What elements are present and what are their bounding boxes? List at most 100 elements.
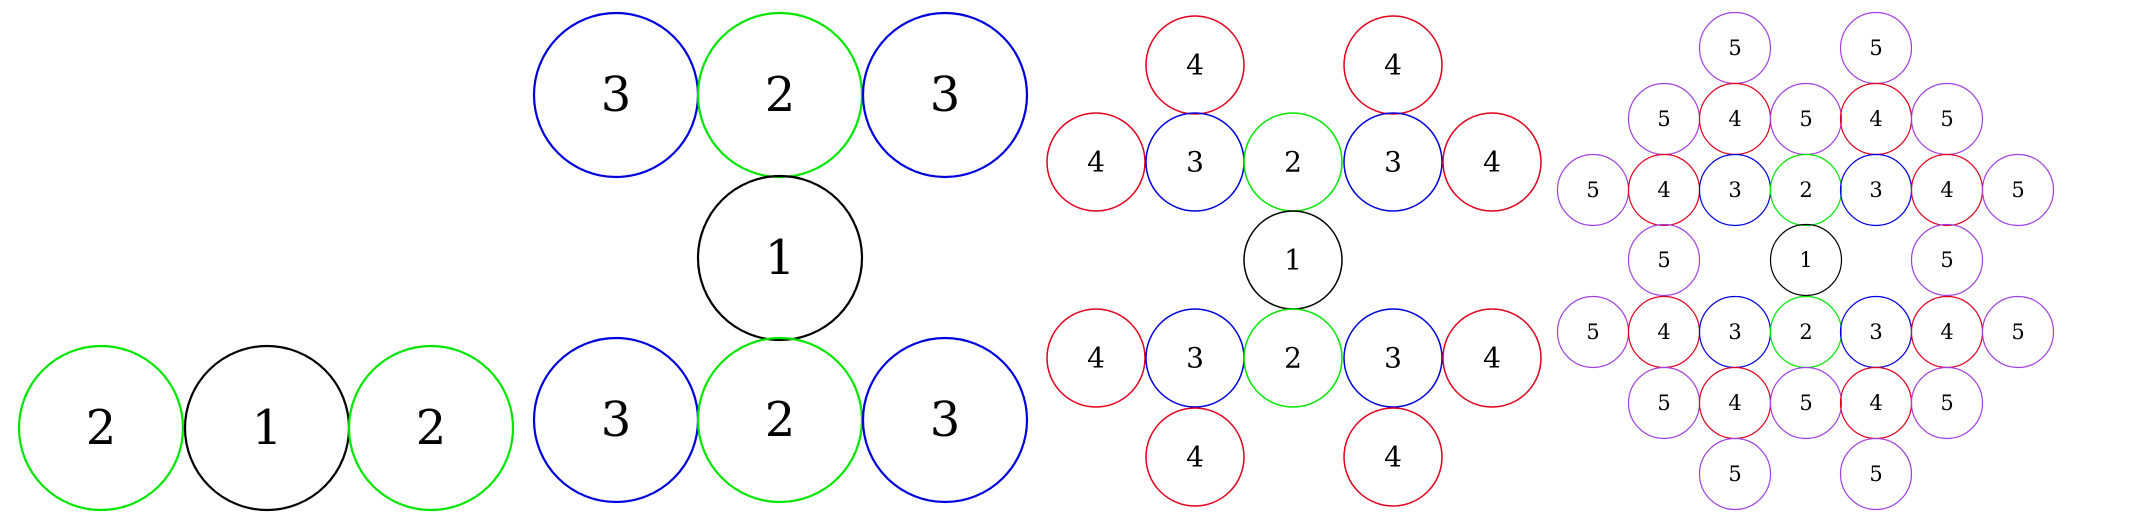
circle-label: 5 <box>1799 107 1812 131</box>
circle-label: 3 <box>1869 178 1882 202</box>
circle-outline <box>696 174 864 342</box>
circle-node-level-5: 5 <box>1839 11 1913 85</box>
circle-node-level-5: 5 <box>1910 366 1984 440</box>
circle-node-level-5: 5 <box>1910 82 1984 156</box>
circle-outline <box>1769 153 1843 227</box>
circle-node-level-5: 5 <box>1981 295 2055 369</box>
circle-label: 2 <box>1284 342 1302 375</box>
circle-label: 2 <box>416 400 447 456</box>
circle-label: 2 <box>86 400 117 456</box>
circle-node-level-4: 4 <box>1627 295 1701 369</box>
circle-label: 3 <box>1186 146 1204 179</box>
circle-label: 4 <box>1657 178 1670 202</box>
circle-outline <box>1910 366 1984 440</box>
circle-node-level-4: 4 <box>1698 366 1772 440</box>
circle-label: 2 <box>765 67 796 123</box>
circle-label: 1 <box>1799 248 1812 272</box>
circle-outline <box>347 344 515 512</box>
circle-node-level-5: 5 <box>1981 153 2055 227</box>
circle-node-level-2: 2 <box>696 336 864 504</box>
circle-outline <box>1627 223 1701 297</box>
circle-label: 4 <box>1940 320 1953 344</box>
circle-label: 4 <box>1186 441 1204 474</box>
circle-label: 3 <box>1384 146 1402 179</box>
circle-outline <box>1769 223 1843 297</box>
circle-node-level-4: 4 <box>1343 407 1443 507</box>
circle-node-level-4: 4 <box>1145 407 1245 507</box>
circle-outline <box>1343 407 1443 507</box>
circle-label: 4 <box>1728 391 1741 415</box>
circle-label: 3 <box>1384 342 1402 375</box>
circle-outline <box>861 11 1029 179</box>
circle-label: 5 <box>1728 462 1741 486</box>
circle-outline <box>1046 112 1146 212</box>
circle-label: 5 <box>1586 320 1599 344</box>
circle-node-level-3: 3 <box>532 336 700 504</box>
circle-node-level-3: 3 <box>1343 308 1443 408</box>
circle-node-level-3: 3 <box>1698 295 1772 369</box>
circle-outline <box>1442 112 1542 212</box>
circle-label: 5 <box>2011 178 2024 202</box>
circle-label: 4 <box>1728 107 1741 131</box>
circle-node-level-5: 5 <box>1839 437 1913 511</box>
circle-node-level-5: 5 <box>1627 82 1701 156</box>
circle-node-level-3: 3 <box>1145 308 1245 408</box>
circle-node-level-3: 3 <box>1145 112 1245 212</box>
circle-label: 4 <box>1869 107 1882 131</box>
diagram-stage-1: 2 1 2 <box>17 344 515 512</box>
circle-outline <box>1981 295 2055 369</box>
circle-label: 3 <box>601 392 632 448</box>
circle-outline <box>1442 308 1542 408</box>
circle-node-level-1: 1 <box>1769 223 1843 297</box>
circle-node-level-1: 1 <box>696 174 864 342</box>
circle-node-level-5: 5 <box>1769 366 1843 440</box>
circle-label: 2 <box>1799 320 1812 344</box>
circle-label: 5 <box>1728 36 1741 60</box>
circle-node-level-2: 2 <box>347 344 515 512</box>
circle-label: 5 <box>1869 462 1882 486</box>
circle-label: 4 <box>1087 342 1105 375</box>
circle-label: 2 <box>1284 146 1302 179</box>
circle-outline <box>1145 15 1245 115</box>
circle-label: 5 <box>1586 178 1599 202</box>
circle-label: 2 <box>765 392 796 448</box>
circle-node-level-4: 4 <box>1839 366 1913 440</box>
circle-label: 1 <box>1284 244 1302 277</box>
circle-node-level-4: 4 <box>1910 295 1984 369</box>
circle-label: 5 <box>1657 391 1670 415</box>
circle-outline <box>1243 308 1343 408</box>
circle-label: 3 <box>601 67 632 123</box>
circle-label: 4 <box>1483 342 1501 375</box>
circle-label: 4 <box>1869 391 1882 415</box>
circle-node-level-4: 4 <box>1046 308 1146 408</box>
circle-node-level-5: 5 <box>1556 295 1630 369</box>
circle-node-level-2: 2 <box>1769 295 1843 369</box>
circle-label: 4 <box>1384 49 1402 82</box>
diagram-stage-3: 4 4 4 3 2 3 4 1 4 3 2 3 4 4 4 <box>1046 15 1542 507</box>
circle-label: 5 <box>1940 107 1953 131</box>
circle-node-level-3: 3 <box>1839 153 1913 227</box>
circle-node-level-5: 5 <box>1698 11 1772 85</box>
circle-outline <box>1769 366 1843 440</box>
circle-outline <box>861 336 1029 504</box>
circle-node-level-2: 2 <box>1243 308 1343 408</box>
circle-node-level-4: 4 <box>1839 82 1913 156</box>
circle-label: 5 <box>1940 391 1953 415</box>
circle-label: 4 <box>1384 441 1402 474</box>
circle-outline <box>1910 223 1984 297</box>
circle-node-level-4: 4 <box>1145 15 1245 115</box>
circle-label: 5 <box>1869 36 1882 60</box>
circle-outline <box>1343 112 1443 212</box>
circle-node-level-3: 3 <box>532 11 700 179</box>
circle-label: 4 <box>1940 178 1953 202</box>
circle-label: 3 <box>1186 342 1204 375</box>
circle-label: 3 <box>930 67 961 123</box>
circle-outline <box>1698 437 1772 511</box>
circle-label: 2 <box>1799 178 1812 202</box>
circle-label: 3 <box>1869 320 1882 344</box>
circle-node-level-1: 1 <box>183 344 351 512</box>
circle-label: 4 <box>1657 320 1670 344</box>
circle-node-level-2: 2 <box>696 11 864 179</box>
diagram-stage-4: 5 5 5 4 5 4 5 5 4 3 2 3 4 5 5 1 5 5 4 3 2 3 4 5 5 4 5 4 5 5 5 <box>1556 11 2055 511</box>
circle-outline <box>1046 308 1146 408</box>
